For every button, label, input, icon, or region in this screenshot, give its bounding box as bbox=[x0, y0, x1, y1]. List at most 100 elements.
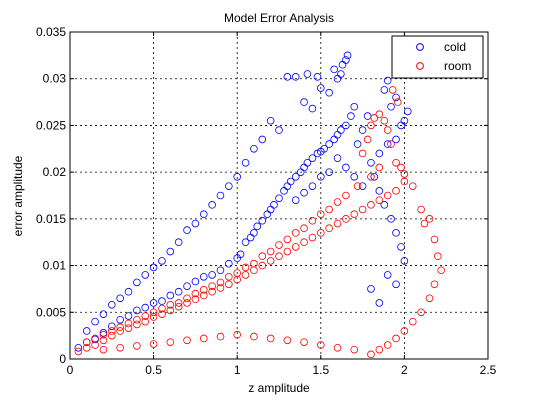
x-tick-label: 2 bbox=[401, 363, 408, 377]
data-point-cold bbox=[216, 266, 225, 275]
data-point-room bbox=[316, 229, 325, 237]
data-point-cold bbox=[149, 263, 158, 272]
data-point-cold bbox=[316, 173, 325, 181]
data-point-cold bbox=[387, 102, 395, 111]
data-point-room bbox=[291, 229, 300, 237]
data-point-cold bbox=[343, 51, 352, 60]
data-point-cold bbox=[124, 312, 133, 320]
data-point-cold bbox=[337, 126, 345, 134]
data-point-room bbox=[266, 257, 275, 265]
data-point-cold bbox=[392, 229, 400, 237]
data-point-cold bbox=[380, 201, 389, 209]
data-point-room bbox=[300, 338, 308, 346]
legend-marker-cold bbox=[416, 43, 424, 51]
legend-box bbox=[391, 35, 484, 79]
data-point-room bbox=[191, 289, 200, 298]
data-point-cold bbox=[275, 194, 283, 203]
data-point-cold bbox=[308, 182, 317, 190]
data-point-cold bbox=[149, 299, 158, 307]
data-point-room bbox=[291, 243, 300, 251]
data-point-cold bbox=[258, 216, 267, 225]
data-point-room bbox=[258, 261, 267, 270]
data-point-room bbox=[342, 191, 350, 200]
data-point-room bbox=[358, 149, 367, 158]
data-point-cold bbox=[116, 315, 124, 324]
data-point-cold bbox=[330, 65, 338, 74]
data-point-cold bbox=[270, 201, 278, 209]
data-point-room bbox=[183, 299, 191, 307]
data-point-room bbox=[437, 266, 445, 275]
y-tick-label: 0.005 bbox=[36, 305, 66, 319]
data-point-cold bbox=[347, 112, 355, 120]
y-tick-label: 0 bbox=[59, 352, 66, 366]
data-point-cold bbox=[253, 222, 262, 231]
data-point-room bbox=[275, 241, 283, 249]
data-point-cold bbox=[191, 219, 200, 228]
data-point-room bbox=[116, 343, 124, 352]
data-point-room bbox=[241, 263, 250, 272]
data-point-cold bbox=[174, 238, 183, 247]
data-point-cold bbox=[275, 126, 283, 134]
data-point-room bbox=[387, 140, 395, 148]
x-tick-label: 1.5 bbox=[312, 363, 329, 377]
data-point-room bbox=[367, 173, 375, 181]
data-point-cold bbox=[141, 271, 150, 279]
data-point-room bbox=[241, 271, 250, 279]
data-point-room bbox=[233, 330, 242, 339]
data-point-room bbox=[124, 324, 133, 332]
data-point-room bbox=[116, 327, 124, 335]
data-point-room bbox=[133, 315, 141, 324]
y-tick-label: 0.035 bbox=[36, 25, 66, 39]
data-point-cold bbox=[358, 182, 367, 190]
data-point-room bbox=[375, 345, 384, 354]
data-point-cold bbox=[367, 285, 375, 293]
data-point-room bbox=[380, 116, 389, 125]
data-point-cold bbox=[141, 303, 150, 312]
data-point-room bbox=[124, 319, 133, 328]
data-point-room bbox=[149, 308, 158, 317]
data-point-room bbox=[388, 86, 397, 94]
data-point-cold bbox=[166, 247, 175, 256]
data-point-cold bbox=[199, 272, 208, 281]
data-point-room bbox=[191, 295, 200, 304]
data-point-cold bbox=[325, 140, 333, 148]
data-point-cold bbox=[183, 282, 191, 290]
data-point-room bbox=[430, 280, 439, 289]
data-point-cold bbox=[216, 191, 225, 200]
data-point-room bbox=[199, 286, 208, 294]
data-point-room bbox=[367, 350, 375, 359]
data-point-room bbox=[316, 341, 325, 349]
data-point-room bbox=[275, 252, 283, 261]
plot-frame bbox=[69, 31, 489, 360]
y-tick-label: 0.015 bbox=[36, 212, 66, 226]
data-point-cold bbox=[286, 177, 295, 186]
data-point-cold bbox=[91, 317, 99, 326]
data-point-room bbox=[208, 287, 216, 296]
data-point-cold bbox=[199, 210, 208, 218]
chart-title: Model Error Analysis bbox=[224, 11, 334, 25]
data-point-room bbox=[82, 338, 91, 346]
data-point-room bbox=[425, 215, 434, 223]
data-point-room bbox=[353, 182, 362, 190]
data-point-cold bbox=[166, 291, 175, 300]
data-point-cold bbox=[303, 70, 312, 78]
data-point-cold bbox=[375, 299, 384, 307]
series-room bbox=[74, 86, 445, 359]
legend-marker-room bbox=[416, 62, 424, 70]
data-point-room bbox=[216, 284, 225, 292]
data-point-cold bbox=[208, 271, 216, 279]
data-point-room bbox=[158, 310, 166, 318]
data-point-room bbox=[308, 216, 317, 225]
data-point-cold bbox=[191, 277, 200, 286]
data-point-room bbox=[342, 215, 350, 223]
data-point-cold bbox=[99, 310, 108, 318]
data-point-room bbox=[116, 323, 124, 332]
data-point-cold bbox=[387, 215, 395, 223]
data-point-room bbox=[325, 224, 333, 233]
data-point-room bbox=[174, 302, 183, 311]
data-point-cold bbox=[108, 301, 116, 309]
data-point-room bbox=[99, 330, 108, 339]
data-point-cold bbox=[383, 76, 392, 85]
data-point-cold bbox=[370, 173, 379, 181]
